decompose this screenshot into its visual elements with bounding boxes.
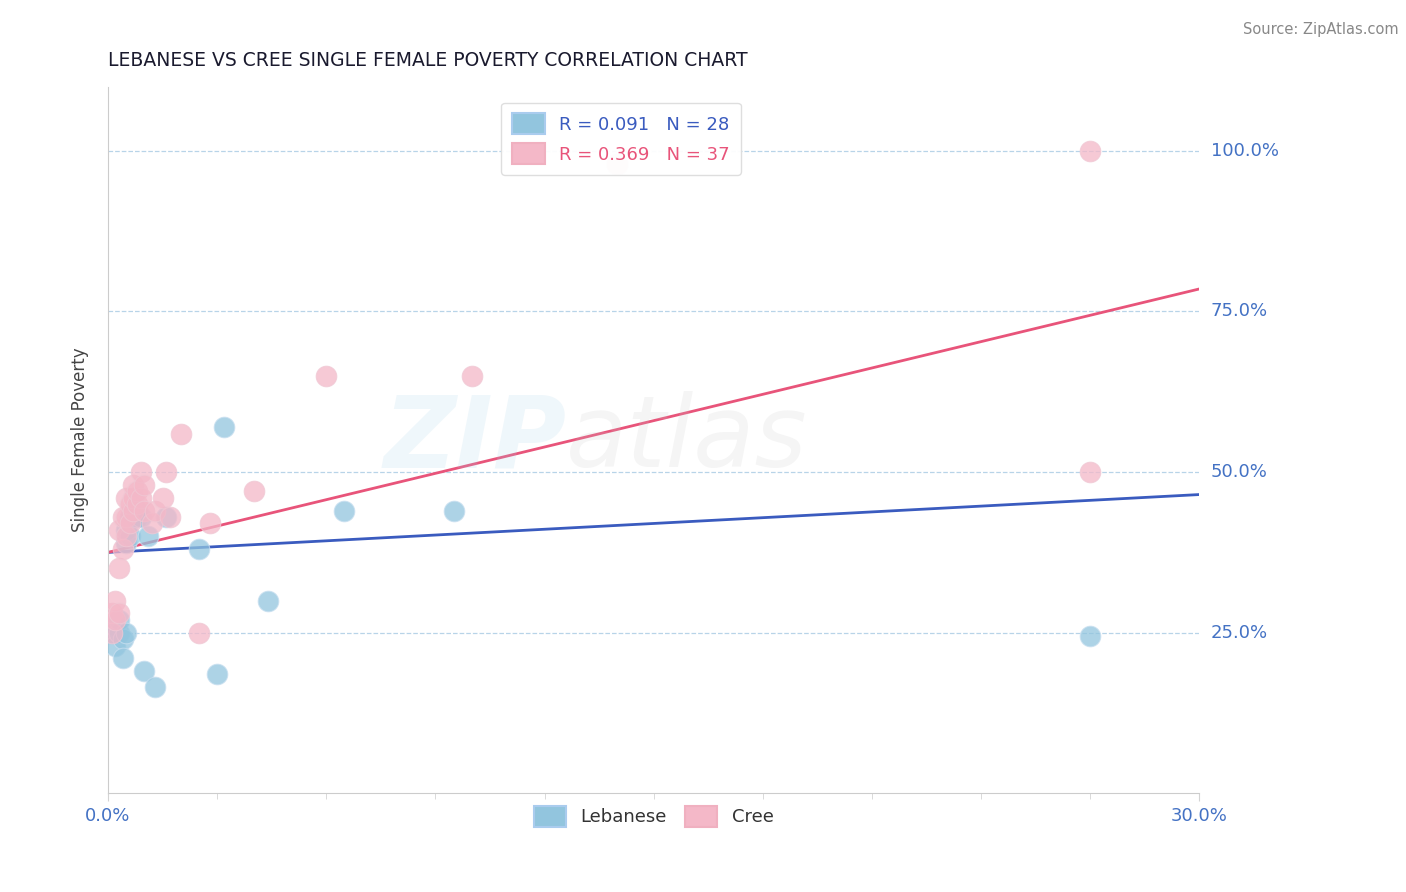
Text: atlas: atlas — [567, 392, 808, 489]
Text: Source: ZipAtlas.com: Source: ZipAtlas.com — [1243, 22, 1399, 37]
Point — [108, 523, 131, 537]
Point — [115, 535, 138, 549]
Point — [205, 667, 228, 681]
Point — [214, 420, 236, 434]
Point — [143, 681, 166, 695]
Point — [159, 510, 181, 524]
Point — [122, 491, 145, 505]
Point — [100, 607, 122, 621]
Point — [122, 503, 145, 517]
Text: 100.0%: 100.0% — [1211, 142, 1278, 160]
Text: ZIP: ZIP — [384, 392, 567, 489]
Point — [122, 510, 145, 524]
Point — [198, 516, 221, 531]
Point — [257, 593, 280, 607]
Point — [104, 619, 127, 633]
Legend: Lebanese, Cree: Lebanese, Cree — [526, 798, 780, 834]
Point — [127, 484, 149, 499]
Point — [122, 478, 145, 492]
Point — [108, 607, 131, 621]
Point — [1078, 144, 1101, 158]
Point — [104, 593, 127, 607]
Point — [111, 542, 134, 557]
Point — [118, 510, 141, 524]
Text: 25.0%: 25.0% — [1211, 624, 1268, 641]
Point — [1078, 629, 1101, 643]
Point — [122, 503, 145, 517]
Point — [104, 639, 127, 653]
Point — [127, 510, 149, 524]
Point — [111, 510, 134, 524]
Point — [100, 625, 122, 640]
Point — [127, 503, 149, 517]
Point — [333, 503, 356, 517]
Point — [127, 497, 149, 511]
Point — [129, 510, 152, 524]
Point — [115, 529, 138, 543]
Point — [136, 529, 159, 543]
Point — [111, 651, 134, 665]
Point — [134, 478, 156, 492]
Point — [129, 491, 152, 505]
Point — [443, 503, 465, 517]
Point — [111, 632, 134, 647]
Point — [115, 491, 138, 505]
Point — [118, 516, 141, 531]
Point — [170, 426, 193, 441]
Point — [108, 561, 131, 575]
Text: 75.0%: 75.0% — [1211, 302, 1268, 320]
Y-axis label: Single Female Poverty: Single Female Poverty — [72, 348, 89, 533]
Point — [100, 625, 122, 640]
Point — [134, 665, 156, 679]
Point — [155, 510, 177, 524]
Point — [141, 516, 163, 531]
Text: 50.0%: 50.0% — [1211, 463, 1267, 481]
Point — [315, 368, 337, 383]
Point — [118, 529, 141, 543]
Point — [104, 613, 127, 627]
Point — [108, 613, 131, 627]
Point — [242, 484, 264, 499]
Point — [1078, 465, 1101, 479]
Point — [118, 497, 141, 511]
Point — [108, 625, 131, 640]
Point — [134, 503, 156, 517]
Point — [143, 503, 166, 517]
Point — [129, 465, 152, 479]
Point — [115, 523, 138, 537]
Point — [115, 625, 138, 640]
Point — [155, 465, 177, 479]
Point — [187, 625, 209, 640]
Point — [461, 368, 484, 383]
Text: LEBANESE VS CREE SINGLE FEMALE POVERTY CORRELATION CHART: LEBANESE VS CREE SINGLE FEMALE POVERTY C… — [108, 51, 748, 70]
Point — [187, 542, 209, 557]
Point — [606, 156, 628, 170]
Point — [152, 491, 174, 505]
Point — [115, 510, 138, 524]
